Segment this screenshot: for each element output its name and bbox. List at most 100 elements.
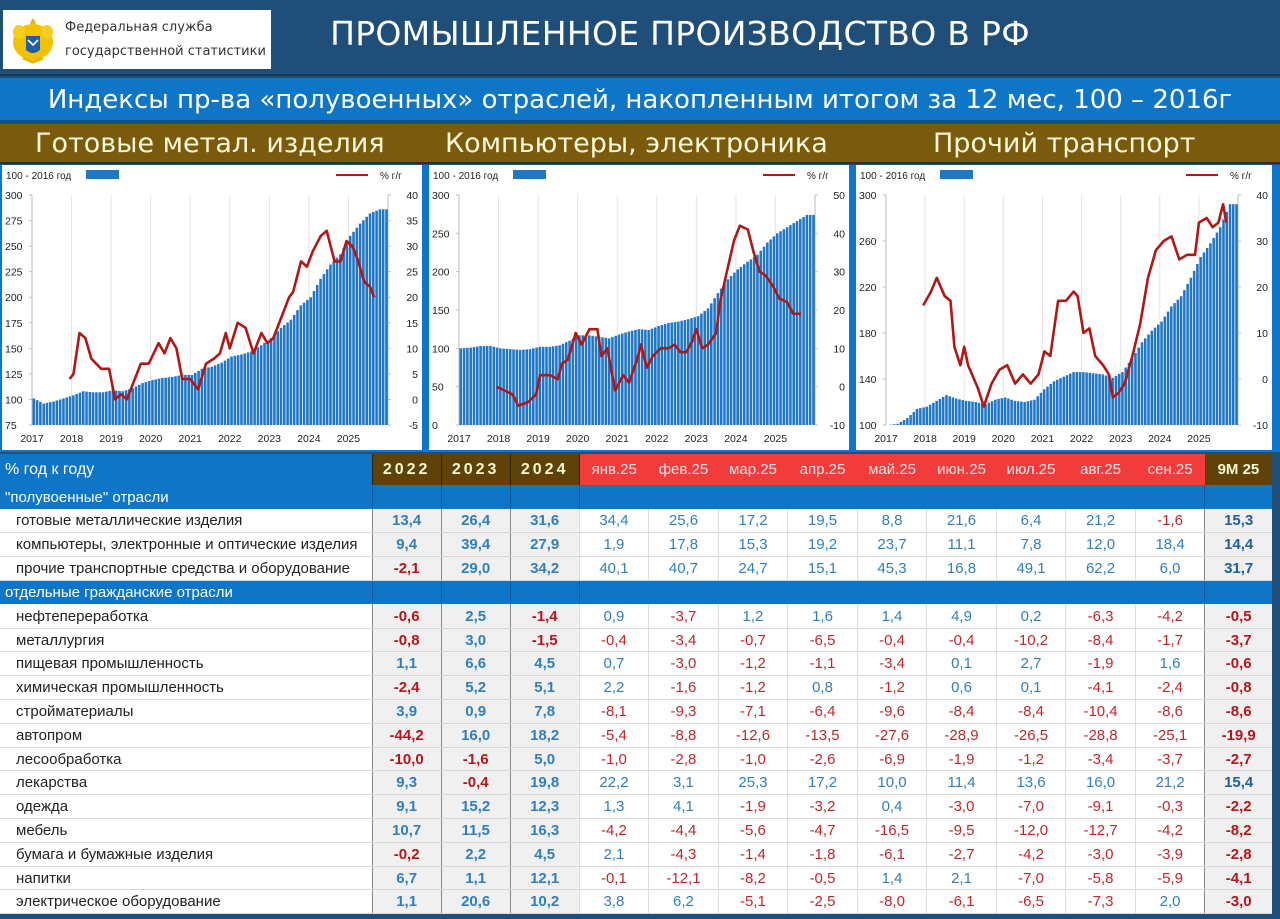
month-value-cell: -2,5 <box>787 889 858 915</box>
page-title: ПРОМЫШЛЕННОЕ ПРОИЗВОДСТВО В РФ <box>330 14 1030 53</box>
month-value-cell: -3,7 <box>1134 747 1205 772</box>
year-value-cell: 9,4 <box>371 532 442 558</box>
org-name-line2: государственной статистики <box>65 43 266 59</box>
month-value-cell: 1,4 <box>856 604 927 629</box>
nine-month-total-cell: 31,7 <box>1204 556 1272 581</box>
month-value-cell: 1,6 <box>1134 651 1205 677</box>
year-value-cell: 2,5 <box>440 604 511 629</box>
year-value-cell: 6,6 <box>440 651 511 677</box>
month-value-cell: -6,9 <box>856 747 927 772</box>
year-value-cell: 27,9 <box>509 532 580 558</box>
industry-label: автопром <box>0 723 373 748</box>
y-right-tick-label: 30 <box>1256 236 1268 248</box>
col-header-month: июн.25 <box>926 454 997 485</box>
month-value-cell: 1,9 <box>578 532 649 558</box>
legend-line-label: % г/г <box>380 171 402 182</box>
year-value-cell: -10,0 <box>371 747 442 772</box>
table-row: пищевая промышленность 1,1 6,6 4,5 0,7 -3,0 -1… <box>0 651 1272 677</box>
year-value-cell: -1,4 <box>509 604 580 629</box>
group-row-spacer <box>648 485 719 509</box>
month-value-cell: 13,6 <box>995 770 1066 796</box>
year-value-cell: 5,2 <box>440 675 511 701</box>
year-value-cell: 10,7 <box>371 818 442 843</box>
year-value-cell: 3,9 <box>371 699 442 724</box>
month-value-cell: -10,2 <box>995 628 1066 653</box>
y-left-tick-label: 50 <box>432 382 444 394</box>
y-right-tick-label: 40 <box>1256 190 1268 202</box>
month-value-cell: 0,9 <box>578 604 649 629</box>
month-value-cell: 0,4 <box>856 794 927 820</box>
month-value-cell: -8,4 <box>926 699 997 724</box>
group-row-spacer <box>926 580 997 605</box>
month-value-cell: 2,1 <box>926 866 997 891</box>
month-value-cell: -1,2 <box>717 651 788 677</box>
y-right-tick-label: 0 <box>412 394 418 406</box>
section-title-metal-products: Готовые метал. изделия <box>35 128 385 159</box>
year-value-cell: 9,1 <box>371 794 442 820</box>
y-left-tick-label: 250 <box>432 228 450 240</box>
legend-bar-swatch-icon <box>940 170 973 179</box>
industry-label: лекарства <box>0 770 373 796</box>
y-right-tick-label: 40 <box>833 228 845 240</box>
page-header: Федеральная служба государственной стати… <box>0 0 1280 76</box>
month-value-cell: -1,2 <box>995 747 1066 772</box>
group-row-spacer <box>787 580 858 605</box>
year-value-cell: 12,1 <box>509 866 580 891</box>
nine-month-total-cell: 15,4 <box>1204 770 1272 796</box>
month-value-cell: -7,0 <box>995 794 1066 820</box>
rosstat-logo: Федеральная служба государственной стати… <box>3 10 271 69</box>
x-tick-label: 2017 <box>20 433 44 445</box>
month-value-cell: 17,8 <box>648 532 719 558</box>
month-value-cell: 25,6 <box>648 509 719 534</box>
year-value-cell: -0,4 <box>440 770 511 796</box>
month-value-cell: -8,4 <box>1065 628 1136 653</box>
year-value-cell: -1,5 <box>509 628 580 653</box>
month-value-cell: -1,9 <box>1065 651 1136 677</box>
bar-series-index <box>889 204 1238 425</box>
month-value-cell: -0,5 <box>787 866 858 891</box>
nine-month-total-cell: -4,1 <box>1204 866 1272 891</box>
x-tick-label: 2022 <box>645 433 669 445</box>
group-row-spacer <box>509 580 580 605</box>
nine-month-total-cell: -3,0 <box>1204 889 1272 915</box>
x-tick-label: 2024 <box>297 433 321 445</box>
nine-month-total-cell: -0,8 <box>1204 675 1272 701</box>
group-row-spacer <box>996 485 1066 509</box>
month-value-cell: 17,2 <box>717 509 788 534</box>
x-tick-label: 2017 <box>447 433 471 445</box>
nine-month-total-cell: -8,6 <box>1204 699 1272 724</box>
nine-month-total-cell: -8,2 <box>1204 818 1272 843</box>
nine-month-total-cell: -0,5 <box>1204 604 1272 629</box>
month-value-cell: -1,0 <box>578 747 649 772</box>
legend-bar-label: 100 - 2016 год <box>860 171 925 182</box>
month-value-cell: -12,7 <box>1065 818 1136 843</box>
month-value-cell: -1,9 <box>717 794 788 820</box>
group-row-spacer <box>857 580 927 605</box>
group-row-spacer <box>1065 580 1136 605</box>
col-header-month: авг.25 <box>1065 454 1136 485</box>
year-value-cell: 6,7 <box>371 866 442 891</box>
month-value-cell: -1,7 <box>1134 628 1205 653</box>
nine-month-total-cell: -3,7 <box>1204 628 1272 653</box>
chart-svg-other-transport: 100 - 2016 год % г/г 2017 2018 2019 2020 2021 2… <box>859 170 1268 445</box>
month-value-cell: 15,3 <box>717 532 788 558</box>
month-value-cell: -3,7 <box>648 604 719 629</box>
month-value-cell: -3,4 <box>1065 747 1136 772</box>
month-value-cell: 7,8 <box>995 532 1066 558</box>
month-value-cell: 3,8 <box>578 889 649 915</box>
x-tick-label: 2018 <box>487 433 511 445</box>
year-value-cell: -2,1 <box>371 556 442 581</box>
legend-bar-swatch-icon <box>86 170 119 179</box>
month-value-cell: -3,0 <box>648 651 719 677</box>
month-value-cell: -1,0 <box>717 747 788 772</box>
month-value-cell: 11,4 <box>926 770 997 796</box>
year-value-cell: 34,2 <box>509 556 580 581</box>
y-left-tick-label: 75 <box>5 420 17 432</box>
col-header-month: янв.25 <box>579 454 649 485</box>
month-value-cell: -16,5 <box>856 818 927 843</box>
y-left-tick-label: 300 <box>859 190 877 202</box>
month-value-cell: -3,4 <box>648 628 719 653</box>
year-value-cell: 1,1 <box>371 651 442 677</box>
col-header-month: фев.25 <box>648 454 719 485</box>
year-value-cell: 16,3 <box>509 818 580 843</box>
